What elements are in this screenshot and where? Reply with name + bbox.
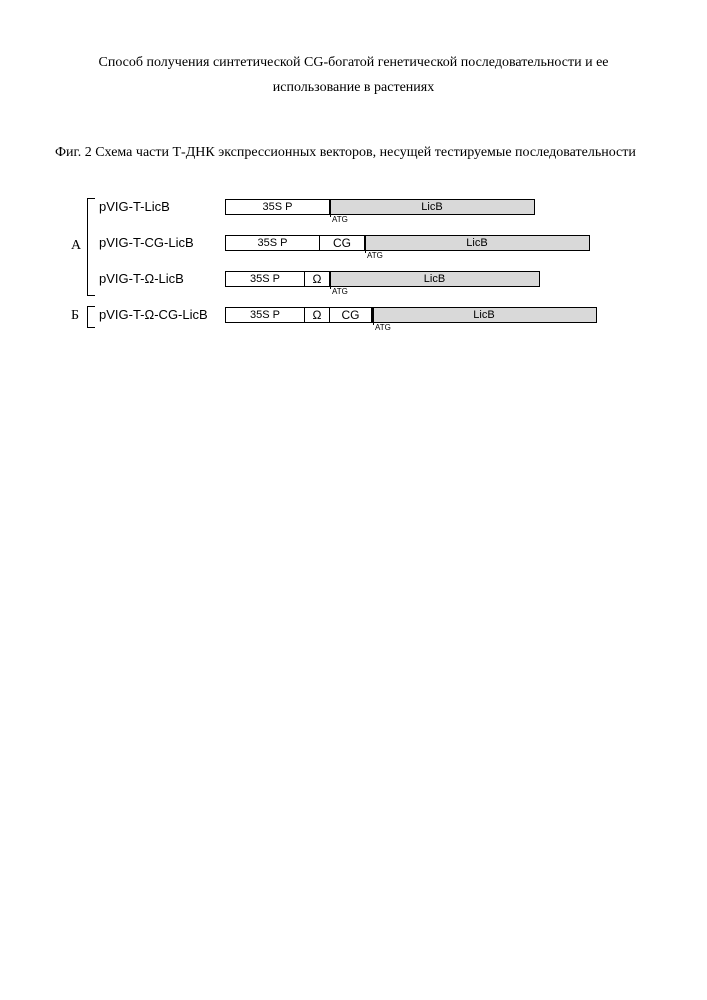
- title-line1: Способ получения синтетической CG-богато…: [98, 55, 608, 70]
- vector-row: pVIG-T-Ω-CG-LicB 35S PΩCGLicBATG: [85, 304, 645, 334]
- segment-promoter: 35S P: [225, 235, 320, 251]
- vector-segments: 35S PCGLicB: [225, 235, 590, 251]
- segment-omega: Ω: [305, 271, 330, 287]
- segment-licb: LicB: [365, 235, 590, 251]
- page-title: Способ получения синтетической CG-богато…: [55, 50, 652, 100]
- segment-licb: LicB: [372, 307, 597, 323]
- vector-diagram: АБ pVIG-T-LicB35S PLicBATGpVIG-T-CG-LicB…: [85, 196, 645, 366]
- vector-label: pVIG-T-Ω-LicB: [99, 271, 184, 286]
- segment-omega: Ω: [305, 307, 330, 323]
- atg-tick: [330, 212, 331, 217]
- atg-tick: [373, 320, 374, 325]
- atg-label: ATG: [367, 251, 383, 260]
- vector-row: pVIG-T-CG-LicB 35S PCGLicBATG: [85, 232, 645, 262]
- vector-label: pVIG-T-Ω-CG-LicB: [99, 307, 208, 322]
- vector-row: pVIG-T-Ω-LicB 35S PΩLicBATG: [85, 268, 645, 298]
- vector-segments: 35S PΩCGLicB: [225, 307, 597, 323]
- atg-label: ATG: [332, 215, 348, 224]
- segment-licb: LicB: [330, 199, 535, 215]
- vector-row: pVIG-T-LicB 35S PLicBATG: [85, 196, 645, 226]
- segment-cg: CG: [330, 307, 372, 323]
- segment-promoter: 35S P: [225, 271, 305, 287]
- vector-label: pVIG-T-CG-LicB: [99, 235, 194, 250]
- figure-caption: Фиг. 2 Схема части Т-ДНК экспрессионных …: [55, 140, 652, 165]
- segment-promoter: 35S P: [225, 199, 330, 215]
- title-line2: использование в растениях: [273, 80, 434, 95]
- atg-label: ATG: [332, 287, 348, 296]
- vector-segments: 35S PΩLicB: [225, 271, 540, 287]
- vector-label: pVIG-T-LicB: [99, 199, 170, 214]
- segment-cg: CG: [320, 235, 365, 251]
- atg-tick: [365, 248, 366, 253]
- segment-promoter: 35S P: [225, 307, 305, 323]
- segment-licb: LicB: [330, 271, 540, 287]
- group-label: Б: [71, 308, 79, 324]
- atg-tick: [330, 284, 331, 289]
- atg-label: ATG: [375, 323, 391, 332]
- group-label: А: [71, 238, 81, 254]
- vector-segments: 35S PLicB: [225, 199, 535, 215]
